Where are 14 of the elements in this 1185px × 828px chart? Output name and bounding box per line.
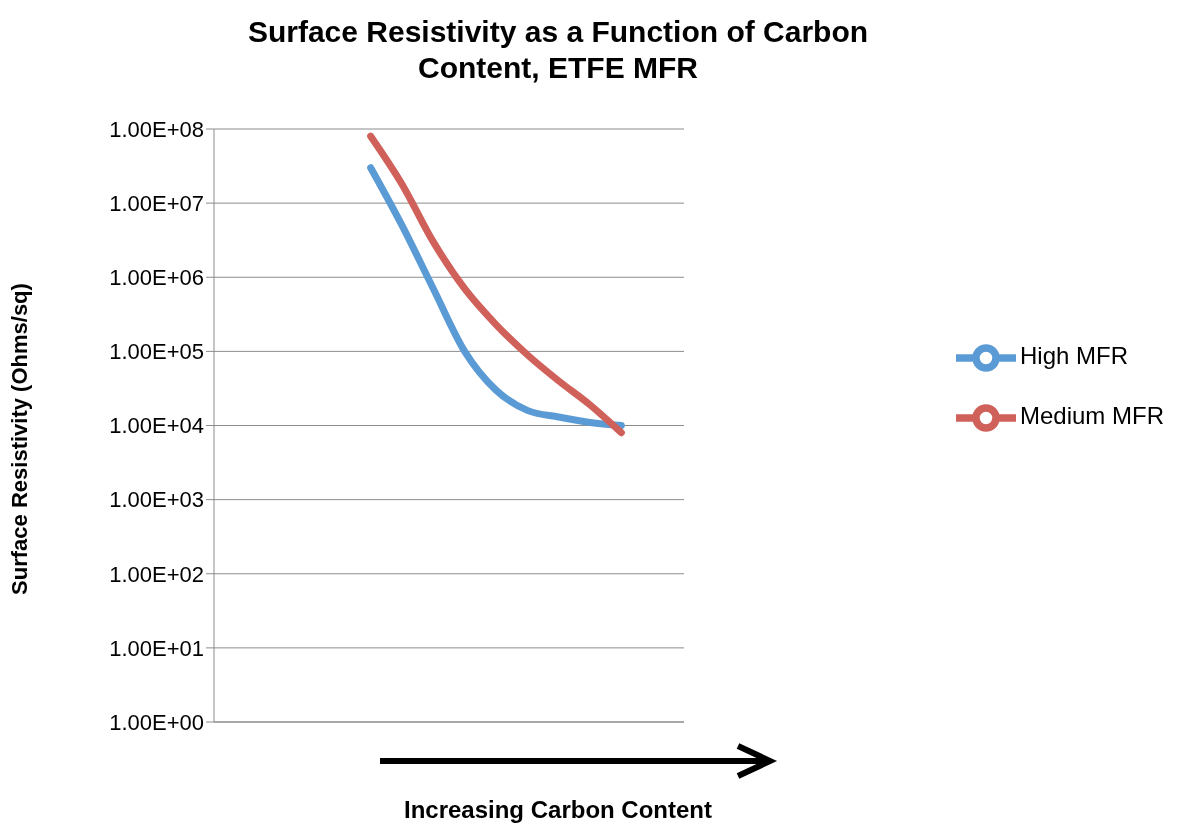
legend-label: Medium MFR [1019, 402, 1164, 430]
y-tick-label: 1.00E+07 [109, 190, 204, 216]
y-tick-label: 1.00E+01 [109, 635, 204, 661]
y-tick-label: 1.00E+02 [109, 561, 204, 587]
y-tick-label: 1.00E+00 [109, 709, 204, 735]
legend-label: High MFR [1019, 342, 1128, 370]
y-axis-title: Surface Resistivity (Ohms/sq) [7, 282, 33, 597]
chart-title: Surface Resistivity as a Function of Carbon Content, ETFE MFR [246, 14, 870, 86]
y-tick-label: 1.00E+05 [109, 339, 204, 365]
x-axis-title: Increasing Carbon Content [403, 796, 713, 824]
y-tick-label: 1.00E+03 [109, 487, 204, 513]
y-tick-label: 1.00E+04 [109, 413, 204, 439]
y-tick-label: 1.00E+06 [109, 265, 204, 291]
y-tick-label: 1.00E+08 [109, 116, 204, 142]
